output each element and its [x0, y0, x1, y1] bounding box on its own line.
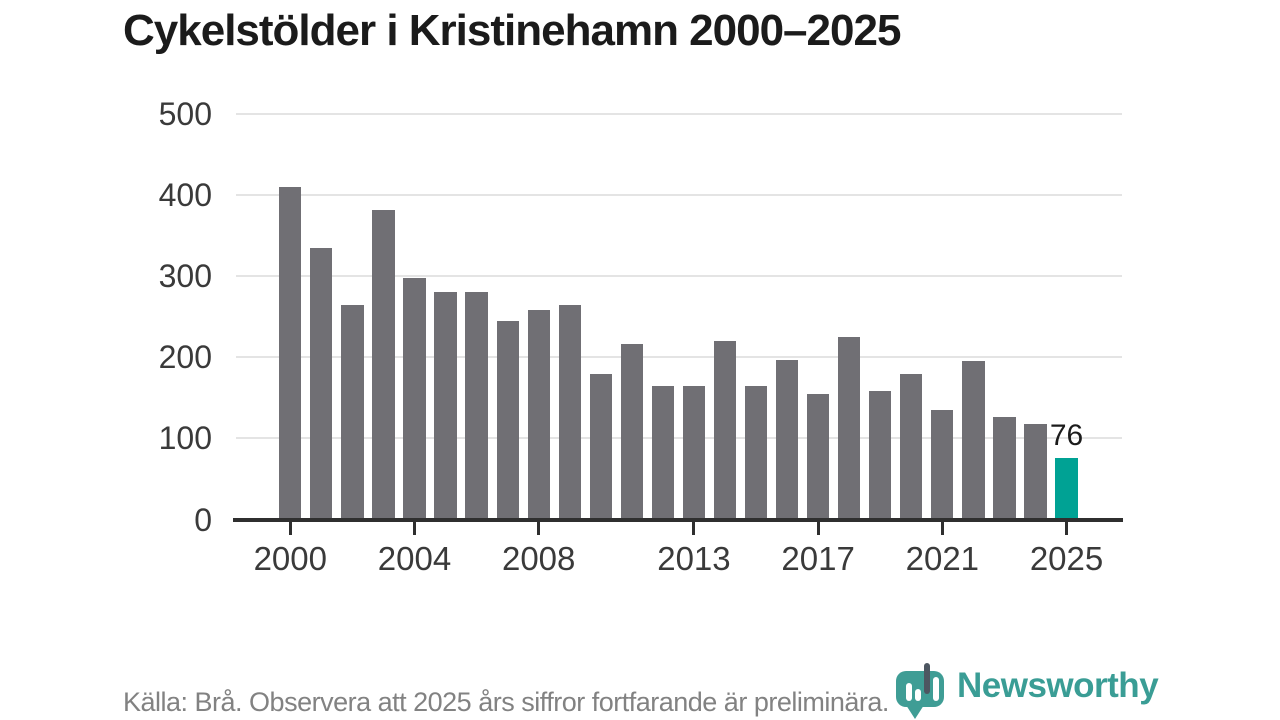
x-axis-tick-label: 2008	[501, 540, 576, 577]
bar-2002	[341, 304, 364, 520]
bar-2017	[807, 393, 830, 520]
bar-2004	[403, 277, 426, 520]
bar-2008	[527, 310, 550, 520]
gridline-500	[236, 113, 1122, 115]
chart-title: Cykelstölder i Kristinehamn 2000–2025	[123, 6, 901, 55]
bar-2001	[310, 247, 333, 520]
gridline-100	[236, 437, 1122, 440]
logo-bar-icon	[933, 677, 939, 701]
bar-2015	[744, 385, 768, 520]
bar-2019	[869, 391, 892, 520]
logo-bar-icon	[915, 689, 921, 701]
x-axis-tick-2025	[1065, 521, 1069, 535]
bar-2005	[434, 292, 457, 520]
x-axis-line	[233, 517, 1123, 522]
x-axis-tick-label: 2000	[253, 540, 327, 577]
logo-bar-icon	[906, 683, 912, 701]
x-axis-tick-label: 2004	[377, 540, 452, 577]
gridline-400	[236, 194, 1122, 197]
bar-2009	[558, 305, 581, 520]
bar-2000	[279, 186, 302, 520]
bar-2023	[993, 417, 1016, 520]
bar-2025	[1055, 457, 1078, 520]
logo-bar-icon	[924, 663, 930, 694]
x-axis-tick-2004	[413, 521, 416, 535]
bar-2020	[900, 374, 923, 520]
x-axis-tick-2013	[692, 521, 696, 535]
x-axis-tick-label: 2013	[657, 540, 731, 577]
bar-2024	[1024, 423, 1047, 520]
x-axis-tick-label: 2017	[781, 540, 855, 577]
bar-2003	[372, 209, 395, 520]
speech-bubble-tail	[906, 705, 924, 719]
x-axis-tick-label: 2021	[905, 540, 980, 577]
x-axis-tick-2021	[940, 521, 944, 535]
x-axis-tick-2008	[537, 521, 541, 535]
y-axis-tick-label: 200	[158, 339, 212, 376]
bar-2006	[465, 291, 488, 520]
bar-2012	[651, 385, 675, 520]
bar-2021	[931, 410, 954, 520]
newsworthy-wordmark: Newsworthy	[957, 666, 1159, 705]
bar-2018	[838, 337, 861, 520]
bar-2022	[962, 361, 985, 520]
bar-2010	[589, 373, 612, 520]
newsworthy-logo: Newsworthy	[894, 662, 1164, 720]
x-axis-tick-2017	[816, 521, 820, 535]
source-note: Källa: Brå. Observera att 2025 års siffr…	[123, 687, 889, 717]
y-axis-tick-label: 500	[158, 96, 212, 132]
y-axis-tick-label: 100	[158, 420, 212, 457]
gridline-300	[236, 275, 1122, 278]
y-axis-tick-label: 300	[158, 258, 212, 295]
x-axis-tick-label: 2025	[1029, 540, 1104, 577]
x-axis-tick-2000	[288, 521, 292, 535]
bar-2014	[713, 341, 737, 520]
y-axis-tick-label: 400	[158, 177, 212, 214]
gridline-200	[236, 356, 1122, 359]
bar-2016	[775, 359, 799, 520]
y-axis-tick-label: 0	[194, 501, 212, 538]
bar-2007	[496, 320, 519, 520]
highlight-value-label: 76	[1049, 418, 1084, 452]
bar-2013	[682, 385, 706, 520]
bar-2011	[620, 343, 643, 520]
